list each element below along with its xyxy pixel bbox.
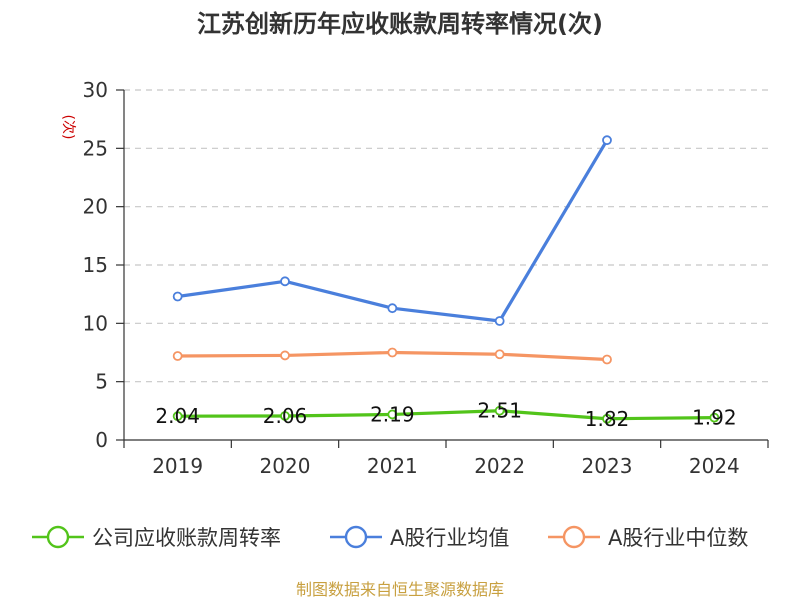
data-point-1-4[interactable] [602, 135, 612, 146]
data-point-0-3[interactable] [494, 405, 505, 416]
y-tick-label-15: 15 [83, 253, 108, 277]
legend-item-1[interactable]: A股行业均值 [330, 525, 509, 550]
x-tick-label-2023: 2023 [582, 454, 633, 478]
legend-item-2[interactable]: A股行业中位数 [548, 525, 748, 550]
data-label-0-1: 2.06 [263, 404, 308, 428]
data-label-0-0: 2.04 [155, 404, 200, 428]
legend-marker-1 [344, 525, 368, 549]
x-tick-label-2020: 2020 [260, 454, 311, 478]
data-label-0-5: 1.92 [692, 406, 737, 430]
legend-label-0: 公司应收账款周转率 [92, 526, 281, 550]
series-0: 2.04 2.06 2.19 2.51 1.82 1.92 [155, 399, 736, 431]
data-point-2-1[interactable] [280, 350, 290, 361]
x-tick-label-2019: 2019 [152, 454, 203, 478]
y-tick-label-25: 25 [83, 136, 108, 160]
series-line-0 [177, 409, 715, 421]
data-point-2-3[interactable] [494, 349, 505, 360]
data-point-1-0[interactable] [172, 291, 183, 302]
data-point-0-1[interactable] [280, 411, 290, 421]
data-label-0-4: 1.82 [585, 407, 630, 431]
data-point-0-5[interactable] [709, 412, 720, 423]
y-axis-unit-label: (次) [60, 115, 76, 140]
data-point-2-2[interactable] [387, 347, 398, 358]
data-point-0-4[interactable] [602, 413, 612, 424]
legend-marker-2 [562, 525, 586, 549]
legend-label-1: A股行业均值 [390, 526, 509, 550]
series-layer: 2.04 2.06 2.19 2.51 1.82 1.92 [155, 135, 737, 431]
data-point-0-2[interactable] [387, 409, 398, 420]
legend-marker-0 [46, 525, 70, 549]
chart-title: 江苏创新历年应收账款周转率情况(次) [197, 10, 603, 38]
y-tick-label-20: 20 [83, 195, 108, 219]
data-label-0-3: 2.51 [477, 399, 522, 423]
data-point-1-3[interactable] [494, 316, 505, 326]
grid-lines [124, 89, 768, 383]
x-tick-label-2021: 2021 [367, 454, 418, 478]
data-point-1-1[interactable] [280, 276, 290, 287]
series-1 [172, 135, 612, 326]
data-point-1-2[interactable] [387, 303, 398, 314]
data-label-0-2: 2.19 [370, 402, 415, 426]
data-point-2-4[interactable] [602, 354, 612, 365]
legend[interactable]: 公司应收账款周转率 A股行业均值 A股行业中位数 [32, 525, 748, 550]
data-point-0-0[interactable] [172, 411, 183, 422]
y-tick-label-10: 10 [83, 311, 108, 335]
y-tick-label-30: 30 [83, 78, 108, 102]
legend-label-2: A股行业中位数 [608, 526, 748, 550]
y-tick-label-5: 5 [95, 370, 108, 394]
data-point-2-0[interactable] [172, 351, 183, 361]
y-tick-label-0: 0 [95, 428, 108, 452]
legend-item-0[interactable]: 公司应收账款周转率 [32, 525, 281, 550]
axes: 0 5 10 15 20 25 30 2019 2020 2021 2022 2023 2024 [83, 78, 769, 478]
x-tick-label-2022: 2022 [474, 454, 525, 478]
source-note: 制图数据来自恒生聚源数据库 [296, 580, 504, 599]
series-line-1 [177, 139, 609, 323]
x-tick-label-2024: 2024 [689, 454, 740, 478]
series-2 [172, 347, 612, 365]
